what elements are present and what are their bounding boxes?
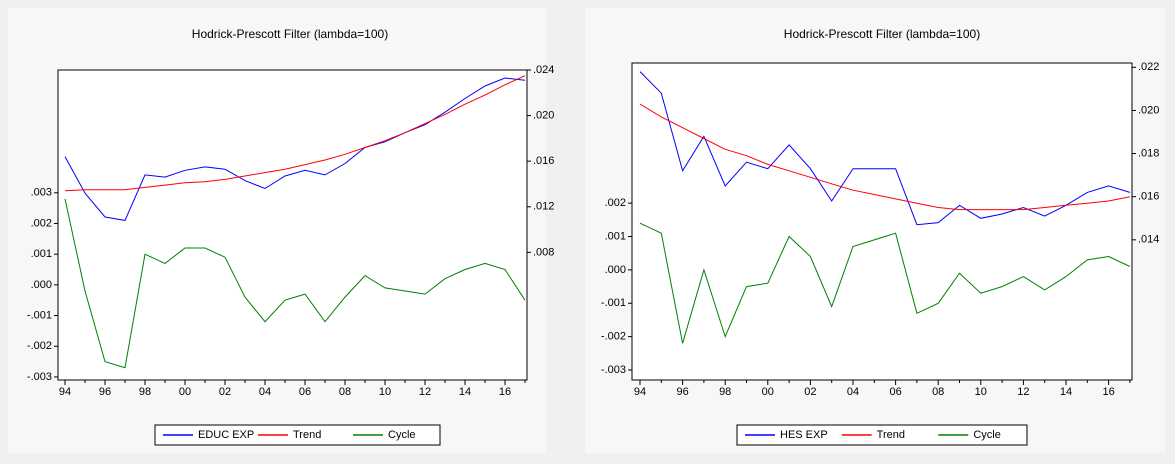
x-tick-label: 16 — [1102, 386, 1114, 398]
y-tick-label: -.002 — [601, 331, 626, 343]
legend-label: Cycle — [973, 429, 1001, 441]
y-tick-label: .001 — [605, 230, 626, 242]
x-tick-label: 02 — [804, 386, 816, 398]
series-line — [639, 222, 1131, 344]
series-line — [639, 71, 1131, 226]
x-tick-label: 96 — [99, 386, 111, 398]
legend — [154, 424, 441, 446]
legend-label: EDUC EXP — [198, 429, 254, 441]
y2-tick-label: .022 — [1138, 61, 1159, 73]
x-tick-label: 08 — [932, 386, 944, 398]
x-tick-label: 94 — [59, 386, 71, 398]
y2-tick-label: .014 — [1138, 234, 1159, 246]
x-tick-label: 00 — [762, 386, 774, 398]
x-tick-label: 06 — [889, 386, 901, 398]
legend-label: Cycle — [388, 429, 416, 441]
x-tick-label: 12 — [419, 386, 431, 398]
chart-title: Hodrick-Prescott Filter (lambda=100) — [192, 27, 388, 41]
x-tick-label: 96 — [676, 386, 688, 398]
legend-label: Trend — [877, 429, 905, 441]
x-tick-label: 98 — [139, 386, 151, 398]
y-tick-label: .002 — [31, 217, 52, 229]
y2-tick-label: .008 — [533, 246, 554, 258]
x-tick-label: 10 — [379, 386, 391, 398]
y2-tick-label: .020 — [533, 109, 554, 121]
y-tick-label: .003 — [31, 187, 52, 199]
plot-area — [631, 62, 1133, 381]
y-tick-label: -.002 — [27, 340, 52, 352]
y-tick-label: -.001 — [27, 309, 52, 321]
y-tick-label: -.001 — [601, 297, 626, 309]
x-tick-label: 08 — [339, 386, 351, 398]
y2-tick-label: .020 — [1138, 104, 1159, 116]
y-tick-label: .000 — [31, 279, 52, 291]
x-tick-label: 00 — [179, 386, 191, 398]
y2-tick-label: .018 — [1138, 147, 1159, 159]
y-tick-label: .001 — [31, 248, 52, 260]
x-tick-label: 14 — [459, 386, 471, 398]
y2-tick-label: .012 — [533, 201, 554, 213]
x-tick-label: 10 — [975, 386, 987, 398]
plot-area — [57, 69, 528, 381]
x-tick-label: 16 — [499, 386, 511, 398]
series-line — [64, 77, 526, 221]
legend — [736, 424, 1028, 446]
y-tick-label: -.003 — [601, 364, 626, 376]
series-line — [64, 75, 526, 192]
y2-tick-label: .016 — [533, 155, 554, 167]
x-tick-label: 06 — [299, 386, 311, 398]
y2-tick-label: .016 — [1138, 191, 1159, 203]
y2-tick-label: .024 — [533, 64, 554, 76]
series-line — [639, 103, 1130, 211]
chart-title: Hodrick-Prescott Filter (lambda=100) — [784, 27, 980, 41]
x-tick-label: 04 — [259, 386, 271, 398]
y-tick-label: -.003 — [27, 371, 52, 383]
x-tick-label: 98 — [719, 386, 731, 398]
x-tick-label: 94 — [634, 386, 646, 398]
legend-label: HES EXP — [780, 429, 828, 441]
x-tick-label: 12 — [1017, 386, 1029, 398]
x-tick-label: 02 — [219, 386, 231, 398]
y-tick-label: .002 — [605, 197, 626, 209]
legend-label: Trend — [293, 429, 321, 441]
series-line — [64, 198, 526, 369]
y-tick-label: .000 — [605, 264, 626, 276]
x-tick-label: 04 — [847, 386, 859, 398]
x-tick-label: 14 — [1060, 386, 1072, 398]
